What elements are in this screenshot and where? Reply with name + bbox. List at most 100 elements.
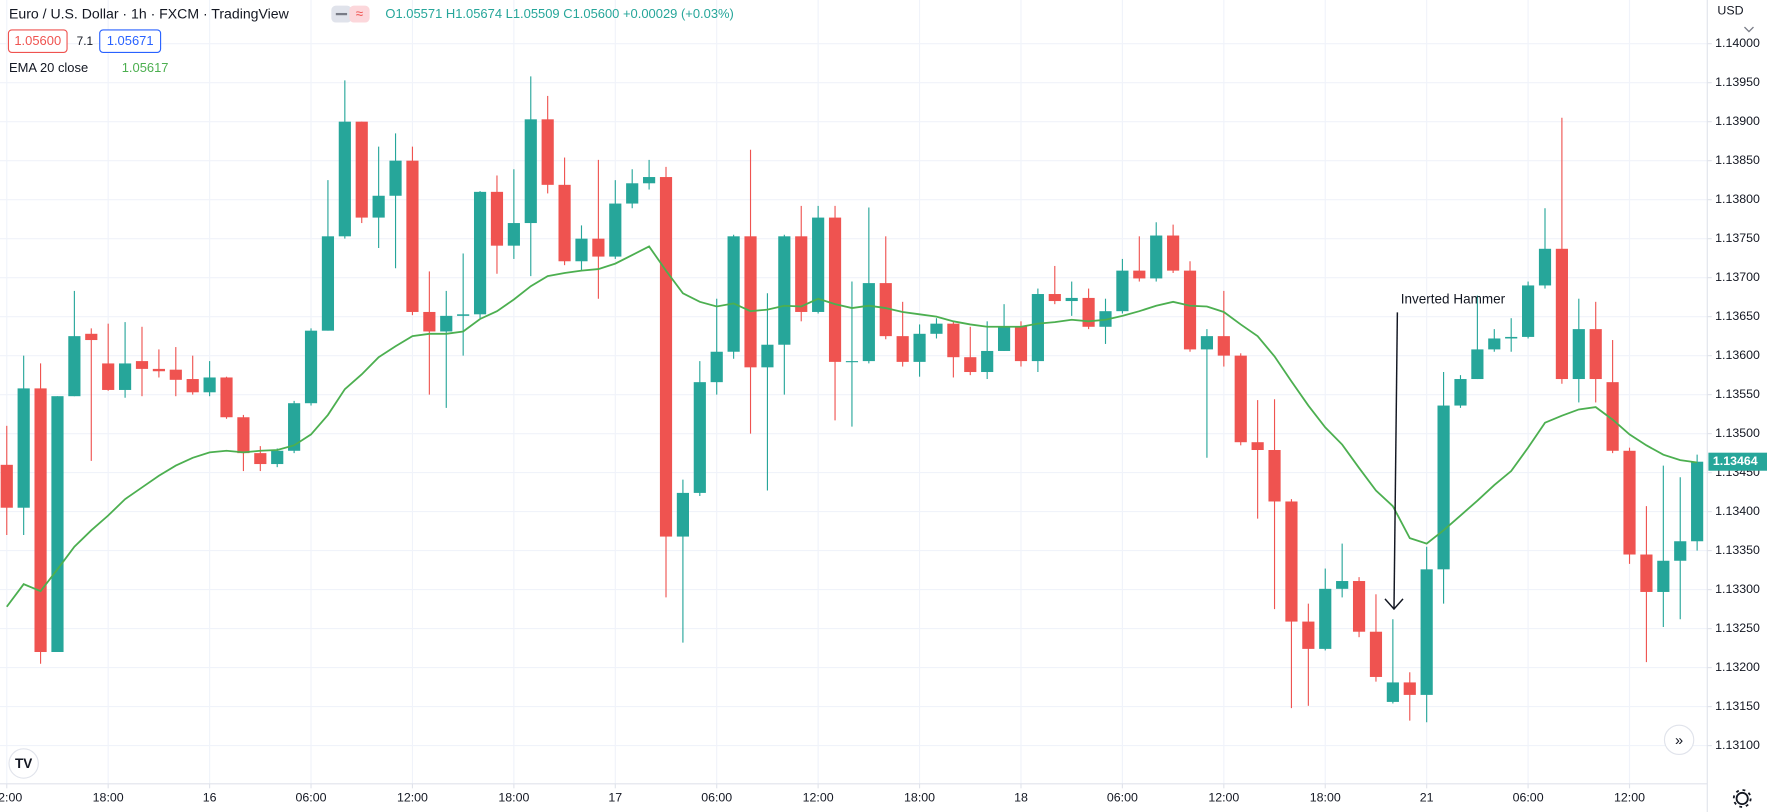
- candle-body: [1048, 294, 1061, 302]
- candle-body: [507, 223, 520, 246]
- y-tick-label: 1.13350: [1715, 543, 1760, 557]
- candle-body: [1183, 270, 1197, 350]
- candle-body: [338, 121, 351, 237]
- candle-body: [1691, 461, 1704, 542]
- x-tick-label: 18:00: [904, 791, 935, 805]
- candle-body: [1150, 235, 1163, 279]
- y-tick-label: 1.13650: [1715, 309, 1760, 323]
- candle-body: [1657, 560, 1670, 592]
- candle-body: [1268, 450, 1281, 502]
- candle-body: [643, 177, 656, 184]
- candle-body: [1488, 338, 1501, 350]
- candle-body: [1674, 541, 1687, 561]
- candle-body: [1454, 379, 1467, 406]
- candle-body: [355, 121, 368, 218]
- candle-body: [930, 323, 943, 334]
- candle-body: [203, 377, 216, 393]
- annotation: Inverted Hammer: [1401, 292, 1506, 307]
- candle-body: [1133, 270, 1146, 279]
- candle-body: [1589, 329, 1602, 380]
- annotation-arrowhead: [1384, 598, 1404, 611]
- candle-body: [795, 236, 808, 312]
- x-tick-label: 12:00: [397, 791, 428, 805]
- candle-body: [1555, 248, 1568, 380]
- candle-body: [102, 363, 115, 390]
- bid-price: 1.05600: [14, 33, 61, 48]
- candle-body: [541, 119, 554, 185]
- candle-body: [575, 238, 588, 262]
- candle-body: [981, 350, 994, 373]
- x-tick-label: 18: [1014, 791, 1028, 805]
- candle-body: [473, 191, 487, 315]
- candle-body: [1200, 336, 1214, 350]
- buy-button[interactable]: [99, 29, 162, 54]
- candle-body: [1369, 631, 1383, 677]
- candle-body: [778, 236, 791, 345]
- ask-price: 1.05671: [107, 33, 154, 48]
- annotation-arrow: [1393, 312, 1399, 610]
- candle-body: [1302, 621, 1315, 649]
- chart-type-toggle[interactable]: [349, 5, 370, 23]
- y-tick-label: 1.13900: [1715, 114, 1760, 128]
- y-tick-label: 1.13250: [1715, 621, 1760, 635]
- candle-body: [457, 314, 470, 316]
- candle-body: [1065, 297, 1078, 302]
- x-tick-label: 06:00: [1107, 791, 1138, 805]
- y-tick-label: 1.13600: [1715, 348, 1760, 362]
- candle-body: [186, 379, 199, 393]
- indicator-label: EMA 20 close: [9, 60, 88, 75]
- plot: [0, 76, 1704, 723]
- time-axis: 12:00 18:00 16 06:00 12:00 18:00 17 06:00 12:00 1…: [0, 783, 1645, 805]
- candle-body: [1234, 355, 1247, 443]
- candle-body: [592, 238, 605, 257]
- candle-body: [744, 236, 757, 368]
- candle-body: [964, 357, 977, 373]
- settings-gear: [1732, 789, 1752, 808]
- candle-body: [1522, 285, 1535, 337]
- logo[interactable]: [8, 748, 39, 779]
- ema-line: [6, 245, 1698, 608]
- candle-body: [1437, 405, 1450, 570]
- candle-body: [1031, 294, 1044, 362]
- settings-button[interactable]: [1735, 791, 1749, 806]
- y-tick-label: 1.13200: [1715, 660, 1760, 674]
- last-price-label: 1.13464: [1713, 454, 1758, 468]
- candle-body: [1471, 349, 1484, 380]
- y-tick-label: 1.13400: [1715, 504, 1760, 518]
- candle-body: [304, 330, 318, 404]
- candle-body: [1572, 329, 1585, 380]
- x-tick-label: 12:00: [1208, 791, 1239, 805]
- candle-body: [812, 217, 825, 312]
- x-tick-label: 12:00: [1614, 791, 1645, 805]
- candle-body: [34, 388, 47, 653]
- candle-body: [1403, 682, 1416, 695]
- candle-body: [271, 450, 284, 465]
- candle-body: [1116, 270, 1129, 312]
- currency-dropdown[interactable]: [1743, 26, 1754, 33]
- x-tick-label: 21: [1420, 791, 1434, 805]
- y-tick-label: 1.13750: [1715, 231, 1760, 245]
- candle-body: [51, 396, 64, 653]
- sell-button[interactable]: [7, 29, 68, 54]
- x-tick-label: 18:00: [1310, 791, 1341, 805]
- candle-body: [1285, 501, 1298, 622]
- candle-body: [524, 119, 537, 224]
- y-tick-label: 1.13100: [1715, 738, 1760, 752]
- indicator-value: 1.05617: [122, 60, 169, 75]
- candle-body: [1420, 569, 1433, 695]
- candle-body: [1251, 442, 1264, 451]
- y-tick-label: 1.13800: [1715, 192, 1760, 206]
- candle-body: [220, 377, 233, 418]
- x-tick-label: 18:00: [498, 791, 529, 805]
- candle-body: [609, 203, 622, 257]
- candle-body: [913, 333, 926, 362]
- candle-body: [862, 283, 875, 362]
- candle-body: [372, 195, 385, 218]
- x-tick-label: 12:00: [803, 791, 834, 805]
- ohlc-values: O1.05571 H1.05674 L1.05509 C1.05600 +0.0…: [385, 6, 733, 21]
- scroll-to-latest[interactable]: [1663, 724, 1695, 756]
- x-tick-label: 16: [203, 791, 217, 805]
- candle-body: [693, 382, 706, 493]
- x-tick-label: 06:00: [1513, 791, 1544, 805]
- candle-body: [288, 403, 301, 451]
